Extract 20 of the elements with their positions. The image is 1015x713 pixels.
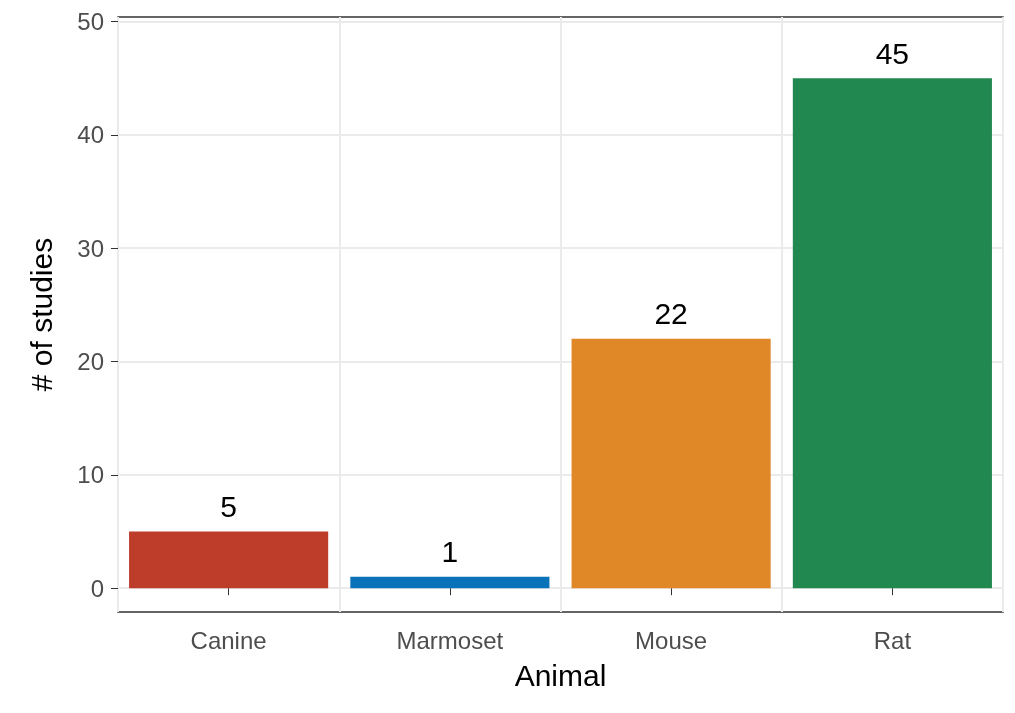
data-label: 5 (220, 490, 237, 524)
y-axis-title: # of studies (24, 237, 58, 392)
y-tick-label: 20 (77, 348, 104, 376)
data-label: 45 (875, 36, 910, 70)
x-tick-label: Mouse (635, 626, 708, 654)
y-tick-label: 10 (77, 461, 104, 489)
bar (350, 576, 550, 589)
y-tick-label: 30 (77, 234, 104, 262)
x-tick-label: Marmoset (396, 626, 504, 654)
x-tick-label: Canine (190, 626, 267, 654)
data-label: 1 (441, 535, 459, 569)
data-label: 22 (654, 297, 688, 331)
x-tick-label: Rat (873, 626, 912, 654)
bar (571, 338, 771, 589)
bar (129, 531, 329, 589)
bar (792, 78, 992, 589)
y-tick-label: 40 (77, 121, 104, 149)
x-axis-title: Animal (514, 658, 607, 692)
y-tick-label: 0 (90, 574, 104, 602)
y-tick-label: 50 (77, 8, 104, 36)
